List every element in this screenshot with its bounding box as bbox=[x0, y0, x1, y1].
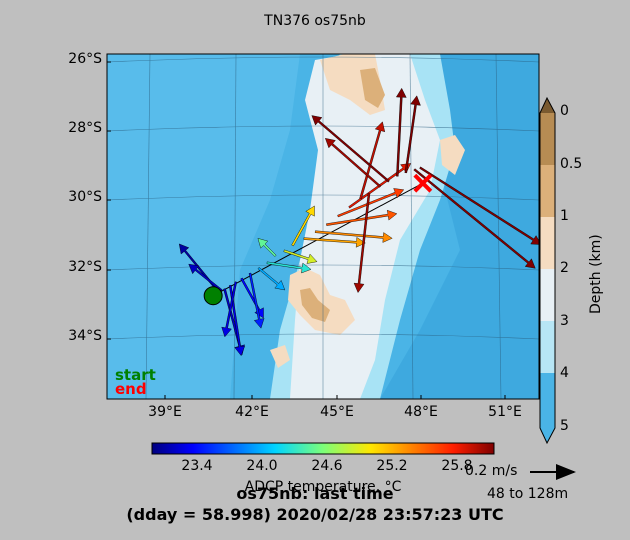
current-vector-arrow bbox=[395, 87, 407, 177]
current-vector-arrow bbox=[248, 272, 265, 329]
depth-tick-label: 0 bbox=[560, 103, 569, 119]
lat-tick-label: 28°S bbox=[68, 120, 102, 136]
current-vector-arrow bbox=[283, 249, 318, 264]
current-vectors bbox=[178, 87, 539, 357]
depth-colorbar-bottom-cap bbox=[540, 428, 555, 443]
end-marker bbox=[413, 173, 433, 193]
depth-tick-label: 5 bbox=[560, 418, 569, 434]
depth-colorbar bbox=[539, 96, 556, 445]
current-vector-arrow bbox=[326, 209, 398, 226]
current-vector-arrow bbox=[353, 193, 371, 294]
depth-band bbox=[540, 269, 555, 321]
current-vector-arrow bbox=[257, 267, 286, 291]
lon-tick-label: 48°E bbox=[404, 404, 438, 420]
temp-tick-label: 24.0 bbox=[246, 458, 278, 474]
graticule bbox=[107, 54, 539, 399]
map-frame bbox=[106, 53, 540, 400]
temp-tick-label: 23.4 bbox=[181, 458, 213, 474]
scale-depth-range-label: 48 to 128m bbox=[487, 486, 569, 502]
current-vector-arrow bbox=[266, 261, 312, 274]
depth-band bbox=[540, 373, 555, 428]
legend-start: start bbox=[115, 366, 156, 384]
temperature-colorbar bbox=[151, 442, 495, 455]
depth-tick-label: 1 bbox=[560, 208, 569, 224]
temp-tick-label: 25.8 bbox=[441, 458, 473, 474]
depth-tick-label: 4 bbox=[560, 365, 569, 381]
lon-tick-label: 39°E bbox=[148, 404, 182, 420]
lat-tick-label: 34°S bbox=[68, 328, 102, 344]
current-vector-arrow bbox=[314, 230, 393, 243]
depth-tick-label: 2 bbox=[560, 260, 569, 276]
current-vector-arrow bbox=[291, 205, 315, 247]
depth-band bbox=[540, 321, 555, 373]
legend-end: end bbox=[115, 380, 147, 398]
current-vector-arrow bbox=[324, 138, 382, 188]
depth-band bbox=[540, 113, 555, 165]
current-vector-arrow bbox=[311, 115, 390, 183]
current-vector-arrow bbox=[359, 121, 386, 200]
start-marker bbox=[203, 286, 223, 306]
depth-axis-label: Depth (km) bbox=[588, 234, 604, 314]
depth-tick-label: 0.5 bbox=[560, 156, 583, 172]
temp-tick-label: 24.6 bbox=[311, 458, 343, 474]
footer-title: os75nb: last time bbox=[236, 484, 394, 503]
temp-axis-label: ADCP temperature, °C bbox=[244, 479, 402, 495]
depth-band bbox=[540, 217, 555, 269]
current-vector-arrow bbox=[303, 237, 366, 248]
footer-timestamp: (dday = 58.998) 2020/02/28 23:57:23 UTC bbox=[126, 505, 504, 524]
current-vector-arrow bbox=[257, 238, 277, 257]
map-ticks bbox=[107, 61, 506, 399]
depth-tick-label: 3 bbox=[560, 313, 569, 329]
lon-tick-label: 51°E bbox=[488, 404, 522, 420]
current-vector-arrow bbox=[404, 95, 421, 174]
scale-speed-label: 0.2 m/s bbox=[465, 463, 518, 479]
lat-tick-label: 30°S bbox=[68, 189, 102, 205]
lon-tick-label: 42°E bbox=[235, 404, 269, 420]
current-vector-arrow bbox=[413, 168, 536, 269]
current-vector-arrow bbox=[337, 188, 405, 218]
lat-tick-label: 32°S bbox=[68, 259, 102, 275]
lon-tick-label: 45°E bbox=[320, 404, 354, 420]
depth-band bbox=[540, 165, 555, 217]
figure-title: TN376 os75nb bbox=[264, 13, 366, 29]
lat-tick-label: 26°S bbox=[68, 51, 102, 67]
current-vector-arrow bbox=[221, 281, 238, 338]
depth-colorbar-top-cap bbox=[540, 98, 555, 113]
temp-tick-label: 25.2 bbox=[376, 458, 408, 474]
